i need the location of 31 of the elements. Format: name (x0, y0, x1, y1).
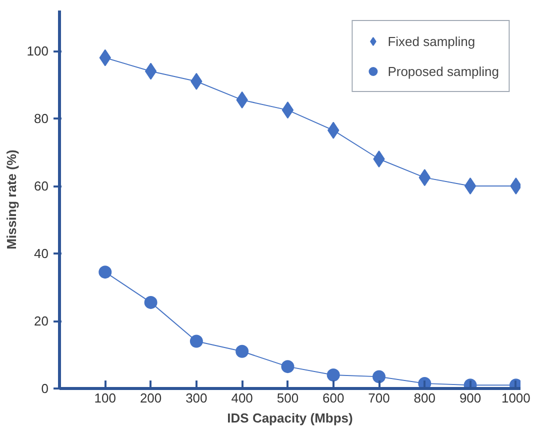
x-tick-label: 200 (140, 390, 162, 406)
x-tick-label: 900 (459, 390, 482, 406)
y-tick-label: 0 (41, 381, 49, 396)
x-tick-label: 400 (231, 390, 253, 406)
point (326, 368, 340, 382)
point (282, 102, 294, 119)
y-tick-label: 80 (34, 111, 49, 126)
x-tick-label: 300 (186, 390, 208, 406)
x-tick-label: 100 (94, 390, 116, 406)
point (373, 150, 385, 168)
x-tick-label: 800 (414, 390, 436, 406)
x-tick-label: 600 (322, 390, 344, 406)
point (464, 178, 476, 194)
y-tick-label: 100 (26, 44, 49, 58)
x-axis-title: IDS Capacity (Mbps) (227, 410, 353, 426)
y-tick-label: 40 (34, 246, 49, 261)
point (372, 370, 386, 384)
point (236, 344, 249, 358)
legend-label: Fixed sampling (388, 34, 476, 48)
point (281, 360, 294, 374)
x-tick-label: 1000 (501, 390, 530, 406)
y-axis-title: Missing rate (%) (4, 150, 19, 250)
point (144, 62, 157, 80)
y-tick-label: 60 (34, 178, 49, 194)
legend-label: Proposed sampling (388, 64, 499, 78)
x-tick-label: 700 (368, 390, 390, 406)
x-tick-label: 500 (276, 390, 299, 406)
point (98, 266, 112, 279)
point (190, 334, 203, 348)
point (144, 296, 158, 309)
y-tick-label: 20 (34, 314, 49, 328)
